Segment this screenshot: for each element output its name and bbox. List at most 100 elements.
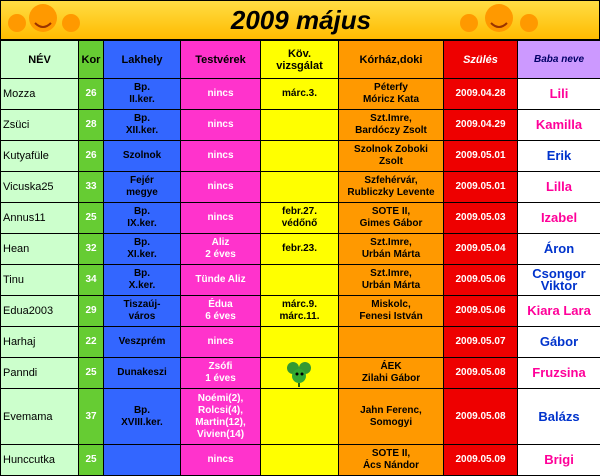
cell: nincs	[181, 327, 261, 358]
cell: Lili	[518, 79, 600, 110]
cell	[104, 445, 181, 476]
cell: 28	[79, 110, 104, 141]
cell: Tünde Aliz	[181, 265, 261, 296]
cell: Balázs	[518, 389, 600, 445]
cell: Panndi	[1, 358, 79, 389]
cell: 2009.05.01	[444, 141, 518, 172]
cell: 2009.05.09	[444, 445, 518, 476]
header-cell: Köv. vizsgálat	[261, 41, 339, 79]
cell: 29	[79, 296, 104, 327]
cell: Kutyafüle	[1, 141, 79, 172]
cell: Brigi	[518, 445, 600, 476]
cell: 2009.05.06	[444, 265, 518, 296]
cell	[339, 327, 444, 358]
cell: Vicuska25	[1, 172, 79, 203]
cell: Csongor Viktor	[518, 265, 600, 296]
cell: Szt.Imre, Bardóczy Zsolt	[339, 110, 444, 141]
cell: nincs	[181, 141, 261, 172]
cell: 2009.05.04	[444, 234, 518, 265]
cell: Harhaj	[1, 327, 79, 358]
cell: Aliz 2 éves	[181, 234, 261, 265]
cell: Bp. X.ker.	[104, 265, 181, 296]
cell: 22	[79, 327, 104, 358]
cell: 25	[79, 445, 104, 476]
header-cell: Lakhely	[104, 41, 181, 79]
cell: Veszprém	[104, 327, 181, 358]
cell	[261, 265, 339, 296]
cell: febr.23.	[261, 234, 339, 265]
cell: SOTE II, Gimes Gábor	[339, 203, 444, 234]
cell: Evemama	[1, 389, 79, 445]
cell: 2009.04.28	[444, 79, 518, 110]
cell: Szt.Imre, Urbán Márta	[339, 265, 444, 296]
cell: Noémi(2), Rolcsi(4), Martin(12), Vivien(…	[181, 389, 261, 445]
cell: 25	[79, 358, 104, 389]
cell: Dunakeszi	[104, 358, 181, 389]
cell	[261, 141, 339, 172]
cell: 34	[79, 265, 104, 296]
cell: Bp. XVIII.ker.	[104, 389, 181, 445]
cell: Miskolc, Fenesi István	[339, 296, 444, 327]
cell	[261, 327, 339, 358]
cell: Annus11	[1, 203, 79, 234]
cell: 2009.04.29	[444, 110, 518, 141]
cell: nincs	[181, 110, 261, 141]
cell: Bp. XII.ker.	[104, 110, 181, 141]
cell: Tinu	[1, 265, 79, 296]
title-bar: 2009 május	[0, 0, 600, 40]
cell: 25	[79, 203, 104, 234]
cell	[261, 445, 339, 476]
cell: SOTE II, Ács Nándor	[339, 445, 444, 476]
cell: Bp. II.ker.	[104, 79, 181, 110]
cell: nincs	[181, 445, 261, 476]
cell: 32	[79, 234, 104, 265]
header-cell: Kórház,doki	[339, 41, 444, 79]
header-cell: NÉV	[1, 41, 79, 79]
cell: 26	[79, 141, 104, 172]
cell: Kamilla	[518, 110, 600, 141]
cell: Bp. IX.ker.	[104, 203, 181, 234]
cell	[261, 110, 339, 141]
cell: nincs	[181, 172, 261, 203]
cell: 2009.05.06	[444, 296, 518, 327]
cell: ÁEK Zilahi Gábor	[339, 358, 444, 389]
cell	[261, 389, 339, 445]
cell: Fejér megye	[104, 172, 181, 203]
header-cell: Szülés	[444, 41, 518, 79]
cell: 2009.05.01	[444, 172, 518, 203]
cell: Zsüci	[1, 110, 79, 141]
cell: márc.9. márc.11.	[261, 296, 339, 327]
cell: Bp. XI.ker.	[104, 234, 181, 265]
cell: 2009.05.03	[444, 203, 518, 234]
cell: Kiara Lara	[518, 296, 600, 327]
cell: márc.3.	[261, 79, 339, 110]
cell: Izabel	[518, 203, 600, 234]
header-cell: Kor	[79, 41, 104, 79]
cell: 2009.05.07	[444, 327, 518, 358]
cell: Hean	[1, 234, 79, 265]
cell: 2009.05.08	[444, 389, 518, 445]
cell: nincs	[181, 203, 261, 234]
cell: 37	[79, 389, 104, 445]
cell: Szt.Imre, Urbán Márta	[339, 234, 444, 265]
cell: Szolnok Zoboki Zsolt	[339, 141, 444, 172]
cell: Gábor	[518, 327, 600, 358]
cell: 33	[79, 172, 104, 203]
title: 2009 május	[1, 5, 600, 36]
cell: nincs	[181, 79, 261, 110]
header-cell: Baba neve	[518, 41, 600, 79]
cell: Zsófi 1 éves	[181, 358, 261, 389]
cell: Tiszaúj- város	[104, 296, 181, 327]
cell: Szfehérvár, Rubliczky Levente	[339, 172, 444, 203]
cell: Hunccutka	[1, 445, 79, 476]
cell	[261, 172, 339, 203]
cell: Péterfy Móricz Kata	[339, 79, 444, 110]
